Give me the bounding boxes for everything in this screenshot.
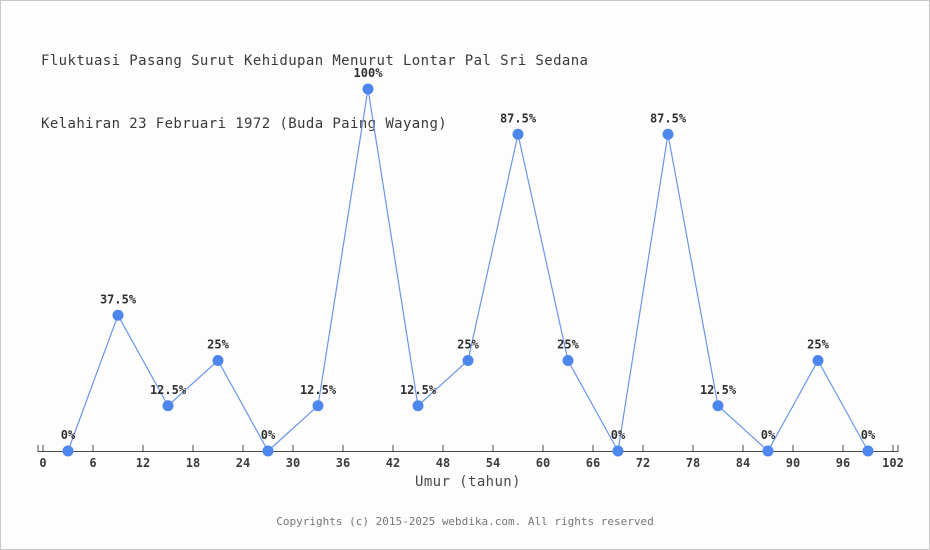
data-point-label: 0%: [761, 428, 776, 442]
x-axis-tick-label: 90: [786, 456, 800, 470]
data-point-label: 25%: [207, 338, 229, 352]
chart-title: Fluktuasi Pasang Surut Kehidupan Menurut…: [41, 9, 588, 177]
x-axis-tick-label: 30: [286, 456, 300, 470]
x-axis-tick-label: 48: [436, 456, 450, 470]
x-axis-tick-label: 42: [386, 456, 400, 470]
data-point-label: 12.5%: [150, 383, 187, 397]
data-point-label: 0%: [611, 428, 626, 442]
data-point[interactable]: [62, 445, 74, 457]
x-axis-tick-label: 102: [882, 456, 904, 470]
data-point[interactable]: [312, 400, 324, 412]
data-point-label: 12.5%: [700, 383, 737, 397]
data-point[interactable]: [712, 400, 724, 412]
data-point-label: 87.5%: [500, 111, 537, 125]
x-axis-tick-label: 84: [736, 456, 750, 470]
x-axis-label: Umur (tahun): [415, 474, 521, 490]
data-point[interactable]: [812, 355, 824, 366]
x-axis-tick-label: 6: [89, 456, 96, 470]
data-point[interactable]: [662, 128, 674, 140]
data-point-label: 25%: [557, 338, 579, 352]
x-axis-tick-label: 54: [486, 456, 500, 470]
data-point[interactable]: [212, 355, 224, 366]
x-axis-tick-label: 72: [636, 456, 650, 470]
data-point[interactable]: [262, 445, 274, 457]
x-axis-tick-label: 78: [686, 456, 700, 470]
data-point-label: 100%: [354, 66, 384, 80]
data-point-label: 0%: [61, 428, 76, 442]
data-point[interactable]: [862, 445, 874, 457]
data-point-label: 25%: [457, 338, 479, 352]
data-point-label: 0%: [861, 428, 876, 442]
x-axis-tick-label: 0: [39, 456, 46, 470]
data-point-label: 37.5%: [100, 292, 137, 306]
data-point[interactable]: [362, 83, 374, 95]
x-axis-tick-label: 18: [186, 456, 200, 470]
data-point[interactable]: [412, 400, 424, 412]
x-axis-tick-label: 96: [836, 456, 850, 470]
data-point[interactable]: [512, 128, 524, 140]
data-point-label: 25%: [807, 338, 829, 352]
chart-title-line1: Fluktuasi Pasang Surut Kehidupan Menurut…: [41, 53, 589, 69]
x-axis-tick-label: 24: [236, 456, 250, 470]
data-point[interactable]: [562, 355, 574, 366]
data-point[interactable]: [162, 400, 174, 412]
data-point-label: 87.5%: [650, 111, 687, 125]
x-axis-tick-label: 12: [136, 456, 150, 470]
x-axis-tick-label: 66: [586, 456, 600, 470]
x-axis-tick-label: 36: [336, 456, 350, 470]
data-line: [67, 88, 869, 453]
x-axis-tick-label: 60: [536, 456, 550, 470]
data-point[interactable]: [462, 355, 474, 366]
chart-title-line2: Kelahiran 23 Februari 1972 (Buda Paing W…: [41, 116, 448, 132]
data-point[interactable]: [112, 309, 124, 321]
data-point[interactable]: [612, 445, 624, 457]
data-point[interactable]: [762, 445, 774, 457]
data-point-label: 12.5%: [300, 383, 337, 397]
data-point-label: 12.5%: [400, 383, 437, 397]
data-point-label: 0%: [261, 428, 276, 442]
copyright-text: Copyrights (c) 2015-2025 webdika.com. Al…: [276, 515, 654, 528]
